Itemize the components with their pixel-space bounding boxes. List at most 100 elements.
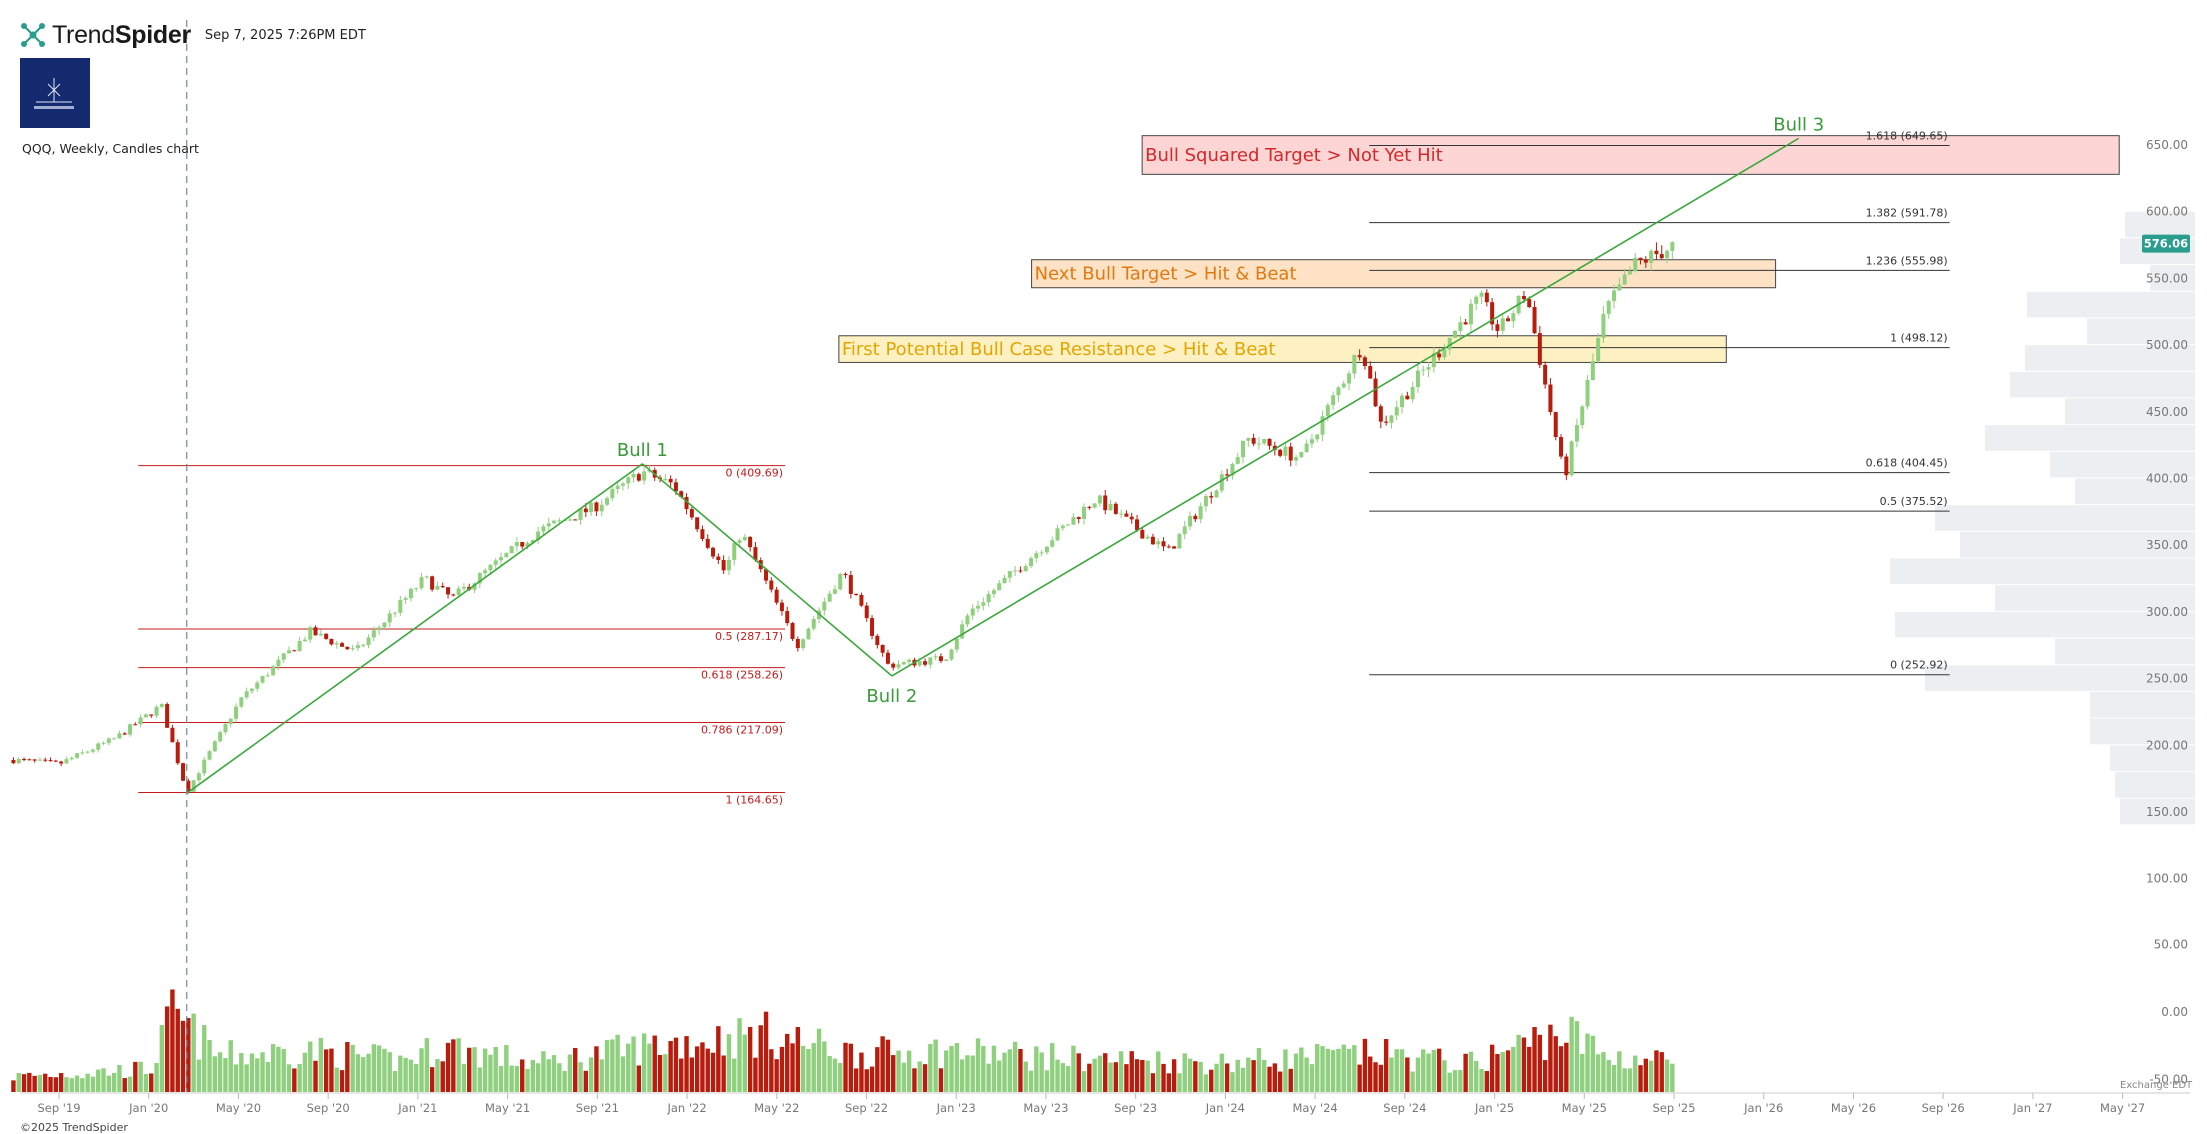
fibonacci-levels[interactable]: 0 (409.69) 0.5 (287.17) 0.618 (258.26) 0.78…: [138, 129, 1950, 806]
volume-bar-301: [1606, 1060, 1611, 1092]
candle-body-71: [387, 613, 392, 623]
candle-body-209: [1119, 513, 1124, 515]
candle-body-84: [456, 588, 461, 595]
volume-profile-bar25: [2120, 798, 2195, 825]
x-tick-0: Sep '19: [37, 1101, 80, 1115]
candle-body-74: [403, 598, 408, 600]
trend-line-0[interactable]: [186, 463, 643, 794]
volume-bar-146: [785, 1033, 790, 1092]
candle-body-262: [1400, 395, 1405, 408]
volume-bar-62: [339, 1070, 345, 1092]
fib-level-label-1-0: 1.618 (649.65): [1866, 129, 1948, 142]
candle-body-202: [1082, 506, 1087, 520]
volume-bar-174: [933, 1039, 938, 1092]
volume-bar-293: [1564, 1042, 1569, 1092]
x-tick-8: May '22: [754, 1101, 799, 1115]
candle-body-229: [1225, 474, 1230, 476]
volume-bar-285: [1521, 1037, 1527, 1092]
trend-lines[interactable]: [186, 137, 1800, 794]
volume-bar-91: [493, 1046, 498, 1092]
candle-body-270: [1442, 349, 1447, 358]
volume-bar-92: [498, 1066, 504, 1092]
candle-body-251: [1341, 383, 1346, 388]
volume-bar-26: [149, 1073, 154, 1092]
candle-body-166: [891, 663, 896, 668]
candle-body-41: [228, 718, 233, 725]
candle-body-185: [991, 590, 996, 595]
candle-body-18: [106, 738, 111, 743]
candle-body-159: [854, 593, 859, 595]
trend-line-2[interactable]: [891, 137, 1800, 677]
candle-body-241: [1288, 446, 1293, 461]
candle-body-78: [424, 576, 429, 578]
volume-profile-bar17: [1995, 585, 2195, 611]
volume-bar-23: [133, 1061, 138, 1092]
candle-body-103: [557, 520, 562, 522]
volume-bar-264: [1410, 1071, 1415, 1092]
volume-bar-230: [1230, 1072, 1235, 1092]
candle-body-287: [1532, 307, 1537, 334]
candle-body-130: [700, 529, 705, 539]
volume-bar-196: [1050, 1043, 1055, 1092]
candle-body-186: [997, 583, 1002, 591]
target-zone-2[interactable]: [838, 335, 1727, 363]
candle-body-181: [970, 608, 975, 616]
candle-body-182: [976, 605, 981, 609]
candle-body-47: [260, 675, 265, 683]
volume-bar-99: [535, 1063, 541, 1092]
y-tick-10: 150.00: [2146, 805, 2188, 819]
candle-body-67: [366, 637, 371, 646]
volume-bar-273: [1458, 1070, 1463, 1092]
fib-level-label-0-3: 0.786 (217.09): [701, 724, 783, 737]
candle-body-288: [1537, 333, 1542, 365]
candle-body-140: [753, 547, 758, 561]
volume-bar-24: [138, 1061, 143, 1092]
volume-bar-178: [954, 1043, 960, 1092]
x-tick-21: Sep '26: [1922, 1101, 1965, 1115]
candle-body-137: [737, 540, 742, 543]
candle-body-167: [896, 664, 901, 668]
candle-body-310: [1654, 250, 1659, 255]
candle-body-215: [1150, 536, 1155, 545]
candle-body-12: [75, 753, 80, 758]
header: TrendSpider Sep 7, 2025 7:26PM EDT: [20, 18, 366, 52]
volume-bar-19: [111, 1072, 117, 1092]
target-zones[interactable]: Bull Squared Target > Not Yet Hit Next Bu…: [838, 135, 2120, 363]
candle-body-300: [1601, 313, 1606, 338]
candle-body-128: [689, 509, 694, 518]
candle-body-149: [801, 639, 806, 649]
candle-body-72: [393, 612, 398, 614]
volume-bar-130: [700, 1042, 705, 1092]
volume-bar-28: [159, 1024, 165, 1092]
volume-bar-284: [1516, 1034, 1521, 1092]
candle-body-269: [1437, 353, 1442, 358]
volume-bar-133: [716, 1026, 721, 1092]
volume-bar-131: [705, 1048, 710, 1092]
candle-body-97: [525, 543, 530, 547]
volume-bar-101: [546, 1059, 551, 1092]
volume-bars: [11, 989, 1675, 1092]
target-zone-0[interactable]: [1141, 135, 2120, 175]
volume-bar-43: [239, 1052, 244, 1092]
volume-bar-54: [297, 1064, 302, 1092]
volume-bar-209: [1118, 1051, 1124, 1092]
volume-bar-156: [838, 1062, 843, 1092]
candle-body-91: [493, 560, 498, 565]
volume-bar-52: [286, 1064, 292, 1092]
candle-body-164: [880, 645, 885, 653]
candle-body-10: [64, 759, 69, 764]
y-tick-6: 350.00: [2146, 538, 2188, 552]
candle-body-0: [11, 759, 16, 764]
volume-profile-bar15: [1960, 531, 2195, 558]
volume-bar-192: [1028, 1070, 1034, 1092]
volume-bar-20: [117, 1064, 122, 1092]
candle-body-234: [1251, 437, 1256, 444]
volume-bar-254: [1357, 1064, 1362, 1092]
candle-body-311: [1659, 254, 1664, 259]
volume-bar-32: [180, 1020, 186, 1092]
candle-body-142: [764, 569, 769, 581]
trend-line-1[interactable]: [641, 463, 893, 677]
volume-profile-bar10: [2065, 398, 2195, 425]
volume-bar-142: [763, 1011, 769, 1092]
